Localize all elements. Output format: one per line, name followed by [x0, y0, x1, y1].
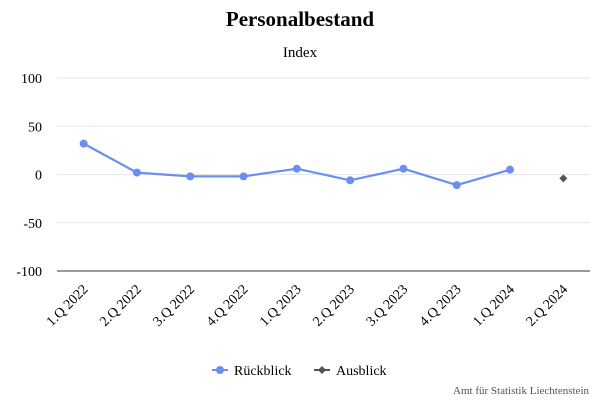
data-point[interactable]	[452, 181, 461, 190]
x-tick-label: 3.Q 2022	[151, 282, 198, 329]
y-tick-label: 50	[28, 120, 42, 135]
credit-text[interactable]: Amt für Statistik Liechtenstein	[453, 385, 589, 397]
chart-subtitle: Index	[283, 45, 318, 61]
chart-title: Personalbestand	[226, 7, 375, 31]
x-tick-label: 1.Q 2023	[257, 282, 304, 329]
series-group	[79, 139, 568, 190]
data-point[interactable]	[292, 164, 301, 173]
x-tick-label: 1.Q 2024	[470, 282, 517, 329]
data-point[interactable]	[506, 165, 515, 174]
data-point[interactable]	[186, 172, 195, 181]
x-tick-label: 2.Q 2022	[97, 282, 144, 329]
x-tick-label: 4.Q 2022	[204, 282, 251, 329]
legend-marker	[216, 366, 224, 374]
y-tick-label: 100	[21, 72, 42, 87]
x-tick-label: 2.Q 2023	[311, 282, 358, 329]
legend-item[interactable]: Rückblick	[212, 364, 292, 379]
data-point[interactable]	[239, 172, 248, 181]
legend[interactable]: Rückblick Ausblick	[212, 364, 387, 379]
series-line	[82, 142, 512, 187]
y-tick-label: -50	[23, 217, 42, 232]
x-axis-ticks: 1.Q 2022 2.Q 2022 3.Q 2022 4.Q 2022 1.Q 2023…	[44, 282, 571, 329]
x-tick-label: 4.Q 2023	[417, 282, 464, 329]
legend-label: Ausblick	[336, 364, 387, 379]
legend-label: Rückblick	[234, 364, 292, 379]
x-tick-label: 2.Q 2024	[524, 282, 571, 329]
x-tick-label: 3.Q 2023	[364, 282, 411, 329]
data-point[interactable]	[346, 176, 355, 185]
y-axis-ticks: 100 50 0 -50 -100	[16, 72, 42, 280]
data-point[interactable]	[79, 139, 88, 148]
data-point[interactable]	[399, 164, 408, 173]
y-tick-label: 0	[35, 169, 42, 184]
data-point-diamond[interactable]	[559, 174, 568, 183]
data-point[interactable]	[132, 168, 141, 177]
legend-marker-diamond	[318, 366, 326, 374]
x-tick-label: 1.Q 2022	[44, 282, 91, 329]
y-tick-label: -100	[16, 265, 42, 280]
legend-item[interactable]: Ausblick	[314, 364, 387, 379]
